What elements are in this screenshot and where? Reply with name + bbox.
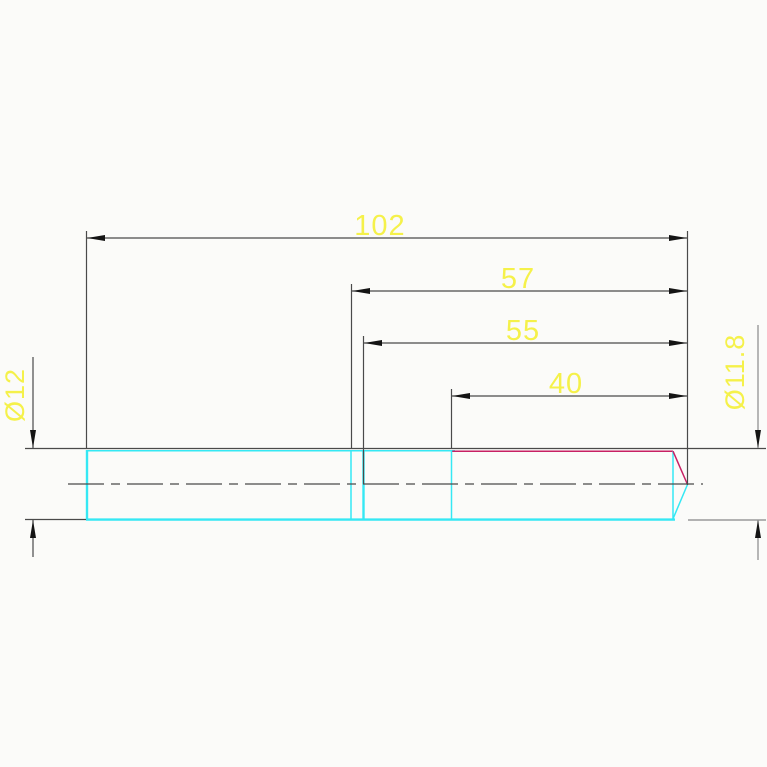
dia12-arrow-down: [30, 430, 36, 448]
dim-102-arrow-left: [87, 235, 105, 241]
dia118-arrow-up: [755, 520, 761, 538]
dim-102-arrow-right: [669, 235, 687, 241]
dim-57-arrow-right: [669, 288, 687, 294]
dim-102-label: 102: [354, 210, 405, 242]
dim-40-arrow-right: [669, 393, 687, 399]
dim-55-arrow-right: [669, 340, 687, 346]
dim-57-arrow-left: [352, 288, 370, 294]
part-outline: [25, 447, 766, 521]
dim-57-label: 57: [501, 263, 535, 295]
horizontal-dimensions: 102 57 55 40: [87, 210, 687, 400]
extension-lines: [25, 231, 766, 521]
cone-upper-edge-magenta: [672, 450, 689, 485]
dim-55-label: 55: [506, 315, 540, 347]
diameter-dim-left: Ø12: [0, 357, 36, 557]
cone-lower-edge-cyan: [672, 484, 689, 520]
dim-40-arrow-left: [452, 393, 470, 399]
dia12-arrow-up: [30, 520, 36, 538]
dim-55-arrow-left: [364, 340, 382, 346]
dim-40-label: 40: [549, 368, 583, 400]
dia118-label: Ø11.8: [720, 334, 750, 411]
dia118-arrow-down: [755, 430, 761, 448]
dia12-label: Ø12: [0, 368, 30, 422]
diameter-dim-right: Ø11.8: [720, 325, 761, 560]
